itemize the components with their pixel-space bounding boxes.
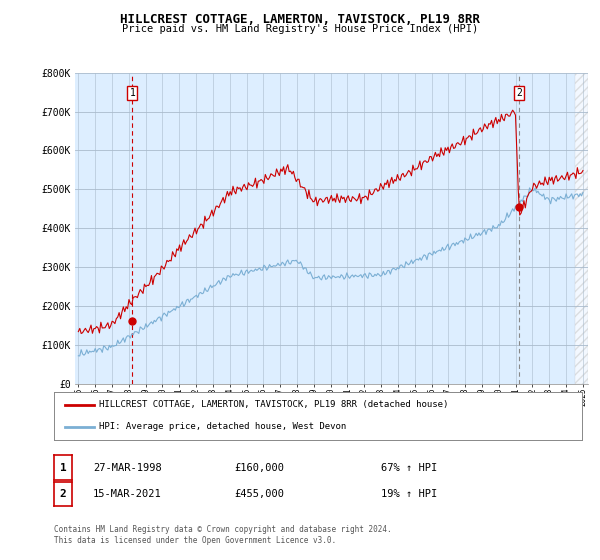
Bar bbox=[575, 73, 588, 384]
Text: £160,000: £160,000 bbox=[234, 463, 284, 473]
Text: 27-MAR-1998: 27-MAR-1998 bbox=[93, 463, 162, 473]
Text: HILLCREST COTTAGE, LAMERTON, TAVISTOCK, PL19 8RR (detached house): HILLCREST COTTAGE, LAMERTON, TAVISTOCK, … bbox=[99, 400, 448, 409]
Text: 2: 2 bbox=[59, 489, 67, 499]
Text: 1: 1 bbox=[59, 463, 67, 473]
Text: Contains HM Land Registry data © Crown copyright and database right 2024.
This d: Contains HM Land Registry data © Crown c… bbox=[54, 525, 392, 545]
Text: £455,000: £455,000 bbox=[234, 489, 284, 499]
Text: Price paid vs. HM Land Registry's House Price Index (HPI): Price paid vs. HM Land Registry's House … bbox=[122, 24, 478, 34]
Bar bbox=[575, 73, 588, 384]
Text: HPI: Average price, detached house, West Devon: HPI: Average price, detached house, West… bbox=[99, 422, 346, 431]
Text: 15-MAR-2021: 15-MAR-2021 bbox=[93, 489, 162, 499]
Text: 19% ↑ HPI: 19% ↑ HPI bbox=[381, 489, 437, 499]
Text: 1: 1 bbox=[130, 88, 135, 99]
Text: 2: 2 bbox=[516, 88, 522, 99]
Text: 67% ↑ HPI: 67% ↑ HPI bbox=[381, 463, 437, 473]
Text: HILLCREST COTTAGE, LAMERTON, TAVISTOCK, PL19 8RR: HILLCREST COTTAGE, LAMERTON, TAVISTOCK, … bbox=[120, 13, 480, 26]
